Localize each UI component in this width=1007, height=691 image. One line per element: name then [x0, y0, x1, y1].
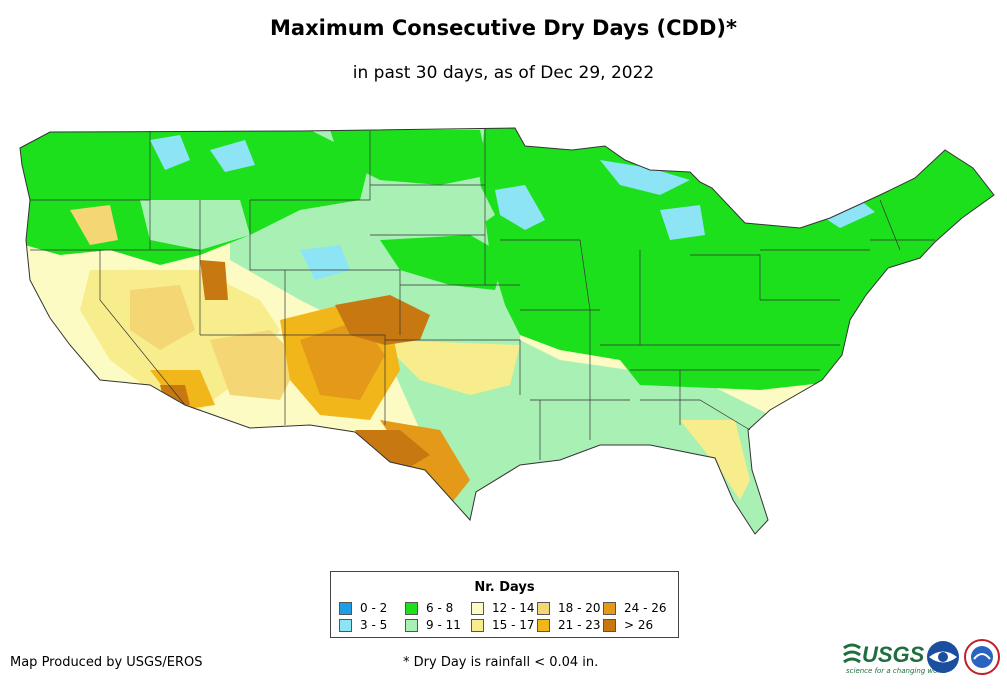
us-cdd-map: [19, 127, 995, 535]
legend-swatch: [471, 618, 484, 632]
legend-item: 12 - 14: [471, 601, 535, 615]
legend-item: 24 - 26: [603, 601, 667, 615]
legend-item: 3 - 5: [339, 618, 387, 632]
legend-swatch: [405, 601, 418, 615]
legend-swatch: [339, 601, 352, 615]
weather-service-logo-icon: [964, 639, 1000, 675]
legend-swatch: [405, 618, 418, 632]
legend-label: 24 - 26: [624, 601, 667, 615]
legend-item: > 26: [603, 618, 653, 632]
legend-item: 0 - 2: [339, 601, 387, 615]
agency-logos: USGS science for a changing world: [842, 636, 1002, 680]
usgs-logo-text: USGS: [862, 642, 925, 667]
legend-swatch: [537, 618, 550, 632]
legend-label: 18 - 20: [558, 601, 601, 615]
noaa-logo-icon: [927, 641, 959, 673]
legend: Nr. Days 0 - 2 3 - 5 6 - 8 9 - 11 12 - 1…: [330, 571, 679, 638]
legend-swatch: [537, 601, 550, 615]
usgs-wave-icon: [843, 643, 861, 664]
map-subtitle: in past 30 days, as of Dec 29, 2022: [352, 63, 655, 83]
usgs-tagline: science for a changing world: [846, 667, 947, 675]
map-title: Maximum Consecutive Dry Days (CDD)*: [270, 16, 737, 40]
legend-swatch: [339, 618, 352, 632]
legend-label: 12 - 14: [492, 601, 535, 615]
legend-label: 0 - 2: [360, 601, 388, 615]
legend-swatch: [471, 601, 484, 615]
legend-label: 3 - 5: [360, 618, 388, 632]
credit-text: Map Produced by USGS/EROS: [10, 655, 203, 670]
legend-title: Nr. Days: [474, 580, 535, 595]
legend-item: 15 - 17: [471, 618, 535, 632]
legend-swatch: [603, 601, 616, 615]
legend-label: 6 - 8: [426, 601, 454, 615]
legend-item: 6 - 8: [405, 601, 453, 615]
legend-label: 15 - 17: [492, 618, 535, 632]
legend-item: 18 - 20: [537, 601, 601, 615]
legend-item: 21 - 23: [537, 618, 601, 632]
legend-label: 9 - 11: [426, 618, 461, 632]
legend-swatch: [603, 618, 616, 632]
legend-label: > 26: [624, 618, 654, 632]
legend-label: 21 - 23: [558, 618, 601, 632]
legend-item: 9 - 11: [405, 618, 461, 632]
dry-day-note: * Dry Day is rainfall < 0.04 in.: [403, 655, 599, 670]
